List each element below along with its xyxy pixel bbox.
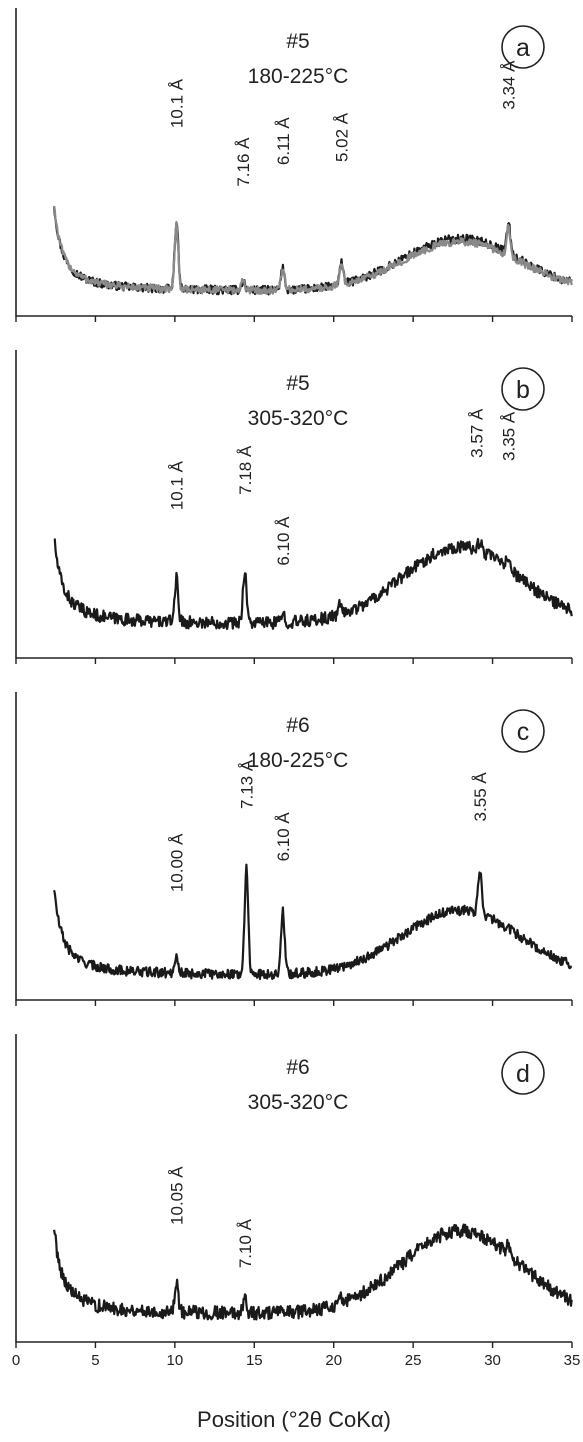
peak-label: 7.10 Å	[236, 1218, 255, 1268]
diffraction-trace-d-1	[53, 1223, 573, 1321]
panel-d: #6 305-320°C d 10.05 Å 7.10 Å	[15, 1034, 573, 1348]
x-tick-label: 15	[246, 1352, 263, 1369]
sample-label: #5	[286, 30, 309, 53]
temperature-label: 180-225°C	[248, 749, 349, 772]
peak-label: 3.57 Å	[468, 408, 487, 458]
peak-label: 7.16 Å	[234, 137, 253, 187]
panel-letter-circle	[501, 25, 545, 69]
temperature-label: 305-320°C	[248, 407, 349, 430]
diffraction-trace-a-2	[53, 205, 573, 295]
panel-letter: c	[517, 718, 530, 746]
x-tick-label: 10	[167, 1352, 184, 1369]
panel-a: #5 180-225°C a 10.1 Å 7.16 Å 6.11 Å 5.02 Å 3.34…	[15, 8, 573, 322]
x-tick-label: 25	[405, 1352, 422, 1369]
diffraction-trace-b-1	[53, 537, 573, 630]
x-axis-label: Position (°2θ CoKα)	[197, 1407, 391, 1432]
panel-letter-circle	[501, 367, 545, 411]
peak-label: 6.10 Å	[274, 516, 293, 566]
peak-label: 10.1 Å	[167, 460, 186, 510]
x-tick-label: 20	[325, 1352, 342, 1369]
peak-label: 6.11 Å	[274, 117, 293, 166]
peak-label: 10.05 Å	[167, 1166, 186, 1225]
axis-frame	[15, 1034, 572, 1343]
panel-letter: d	[516, 1060, 530, 1088]
peak-label: 3.35 Å	[499, 411, 518, 461]
peak-label: 3.55 Å	[471, 772, 490, 822]
axis-frame	[15, 692, 572, 1001]
diffraction-trace-c-1	[53, 863, 573, 981]
panel-b: #5 305-320°C b 10.1 Å 7.18 Å 6.10 Å 3.57 Å 3.35…	[15, 350, 573, 664]
panel-c: #6 180-225°C c 10.00 Å 7.13 Å 6.10 Å 3.55 Å	[15, 692, 573, 1006]
temperature-label: 305-320°C	[248, 1091, 349, 1114]
sample-label: #5	[286, 372, 309, 395]
axis-frame	[15, 350, 572, 659]
x-tick-label: 5	[91, 1352, 99, 1369]
peak-label: 10.1 Å	[167, 78, 186, 128]
panel-letter-circle	[501, 1051, 545, 1095]
temperature-label: 180-225°C	[248, 65, 349, 88]
x-tick-label: 35	[564, 1352, 581, 1369]
peak-label: 7.18 Å	[236, 445, 255, 495]
panel-letter-circle	[501, 709, 545, 753]
axis-frame	[15, 8, 572, 317]
panel-letter: b	[516, 376, 530, 404]
peak-label: 5.02 Å	[333, 112, 352, 162]
peak-label: 10.00 Å	[167, 833, 186, 892]
x-tick-label: 0	[12, 1352, 20, 1369]
sample-label: #6	[286, 1056, 309, 1079]
peak-label: 6.10 Å	[274, 812, 293, 862]
peak-label: 3.34 Å	[500, 60, 519, 110]
panel-letter: a	[516, 34, 530, 62]
sample-label: #6	[286, 714, 309, 737]
peak-label: 7.13 Å	[237, 759, 256, 809]
x-tick-label: 30	[484, 1352, 501, 1369]
